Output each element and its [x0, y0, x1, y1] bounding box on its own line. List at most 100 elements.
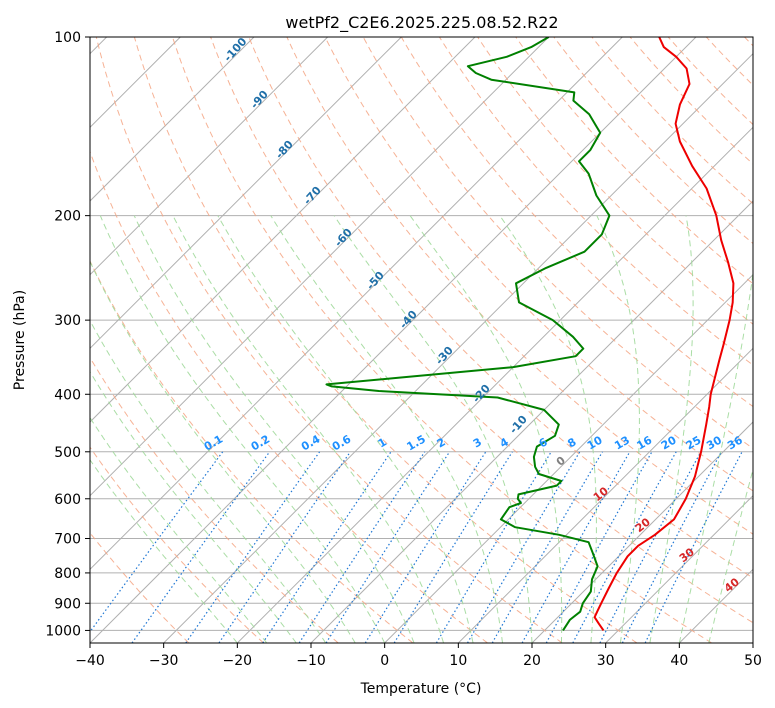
dry-adiabat-line	[172, 37, 712, 643]
isotherm-line	[236, 126, 753, 643]
dry-adiabat-label: -80	[273, 138, 296, 162]
mixing-ratio-label: 3	[471, 435, 484, 450]
y-tick-label: 600	[54, 492, 81, 508]
moist-adiabat-line	[90, 260, 356, 643]
moist-adiabat-line	[596, 215, 640, 643]
isotherm-line	[605, 494, 753, 643]
mixing-ratio-line	[185, 451, 321, 643]
moist-adiabat-line	[217, 215, 474, 643]
moist-adiabat-line	[270, 215, 503, 643]
moist-adiabat-line	[90, 319, 327, 643]
mixing-ratio-line	[298, 451, 426, 643]
mixing-ratio-label: 25	[684, 434, 704, 453]
mixing-ratio-label: 30	[704, 433, 724, 452]
dry-adiabat-line	[744, 37, 753, 47]
dry-adiabat-line	[210, 37, 753, 624]
y-axis-label: Pressure (hPa)	[12, 290, 28, 390]
x-tick-label: 50	[744, 653, 762, 669]
dry-adiabat-line	[248, 37, 753, 579]
mixing-ratio-label: 0.1	[202, 432, 225, 453]
isotherm-line	[752, 642, 753, 643]
y-tick-label: 800	[54, 566, 81, 582]
moist-adiabat-line	[90, 458, 238, 643]
dewpoint-profile	[325, 37, 611, 631]
dry-adiabat-label: -30	[433, 344, 456, 368]
background-grid	[90, 37, 753, 643]
dry-adiabat-label: -40	[397, 308, 420, 332]
mixing-ratio-line	[435, 451, 552, 643]
moist-adiabat-line	[172, 215, 445, 643]
y-tick-label: 900	[54, 596, 81, 612]
moist-adiabat-line	[99, 215, 386, 643]
isotherm-line	[90, 37, 550, 497]
moist-adiabat-line	[133, 215, 415, 643]
isotherm-line	[457, 347, 753, 643]
y-tick-label: 700	[54, 532, 81, 548]
mixing-ratio-label: 0.6	[330, 432, 354, 453]
dry-adiabat-line	[515, 37, 753, 285]
y-tick-label: 500	[54, 445, 81, 461]
mixing-ratio-label: 10	[585, 433, 605, 452]
temperature-profile	[593, 37, 735, 631]
x-tick-label: −30	[149, 653, 179, 669]
dry-adiabat-line	[90, 259, 414, 643]
dry-adiabat-label: -20	[470, 382, 493, 406]
mixing-ratio-line	[218, 451, 351, 643]
y-tick-label: 100	[54, 30, 81, 46]
isotherm-line	[310, 200, 753, 643]
mixing-ratio-line	[262, 451, 392, 643]
isotherm-line	[163, 52, 753, 643]
x-axis-label: Temperature (°C)	[360, 681, 482, 697]
moist-adiabat-label: 40	[722, 575, 742, 595]
dry-adiabat-line	[286, 37, 753, 535]
x-tick-label: 40	[670, 653, 688, 669]
isotherm-line	[90, 37, 476, 423]
isotherm-line	[531, 421, 753, 643]
moist-adiabat-line	[90, 416, 268, 643]
mixing-ratio-line	[572, 451, 677, 643]
dry-adiabat-line	[90, 532, 190, 643]
mixing-ratio-line	[325, 451, 451, 643]
x-tick-label: 20	[523, 653, 541, 669]
mixing-ratio-label: 13	[612, 434, 632, 453]
dry-adiabat-label: -10	[507, 413, 530, 437]
moist-adiabat-line	[333, 215, 533, 643]
profiles	[325, 37, 735, 631]
dry-adiabat-line	[133, 37, 638, 643]
dry-adiabat-label: -60	[332, 226, 355, 250]
moist-adiabat-label: 20	[633, 515, 653, 535]
dry-adiabat-line	[90, 150, 488, 643]
moist-adiabat-label: 10	[591, 484, 611, 504]
dry-adiabat-line	[90, 446, 264, 643]
mixing-ratio-line	[131, 451, 271, 643]
moist-adiabat-line	[649, 215, 694, 643]
isotherm-line	[90, 37, 697, 643]
dry-adiabat-label: -100	[221, 35, 249, 64]
x-tick-label: 30	[597, 653, 615, 669]
y-tick-label: 200	[54, 209, 81, 225]
dry-adiabat-label: -90	[248, 88, 271, 112]
x-tick-label: −10	[296, 653, 326, 669]
chart-title: wetPf2_C2E6.2025.225.08.52.R22	[285, 13, 558, 33]
dry-adiabat-label: -50	[364, 269, 387, 293]
mixing-ratio-label: 4	[498, 435, 511, 450]
mixing-ratio-line	[644, 451, 743, 643]
isotherm-line	[90, 37, 255, 202]
axes: −40 −30 −20 −10 0 10 20 30 40 5010020030040050060…	[45, 30, 762, 669]
plot-frame	[89, 36, 754, 644]
mixing-ratio-label: 6	[537, 435, 550, 450]
mixing-ratio-line	[599, 451, 702, 643]
mixing-ratio-line	[466, 451, 581, 643]
y-tick-label: 300	[54, 313, 81, 329]
x-tick-label: 10	[449, 653, 467, 669]
mixing-ratio-label: 0.2	[249, 432, 272, 453]
y-tick-label: 400	[54, 387, 81, 403]
dry-adiabat-line	[553, 37, 753, 245]
dry-adiabat-line	[705, 37, 753, 86]
mixing-ratio-label: 36	[725, 433, 745, 452]
mixing-ratio-label: 8	[565, 435, 578, 450]
y-tick-label: 1000	[45, 623, 81, 639]
mixing-ratio-line	[521, 451, 631, 643]
